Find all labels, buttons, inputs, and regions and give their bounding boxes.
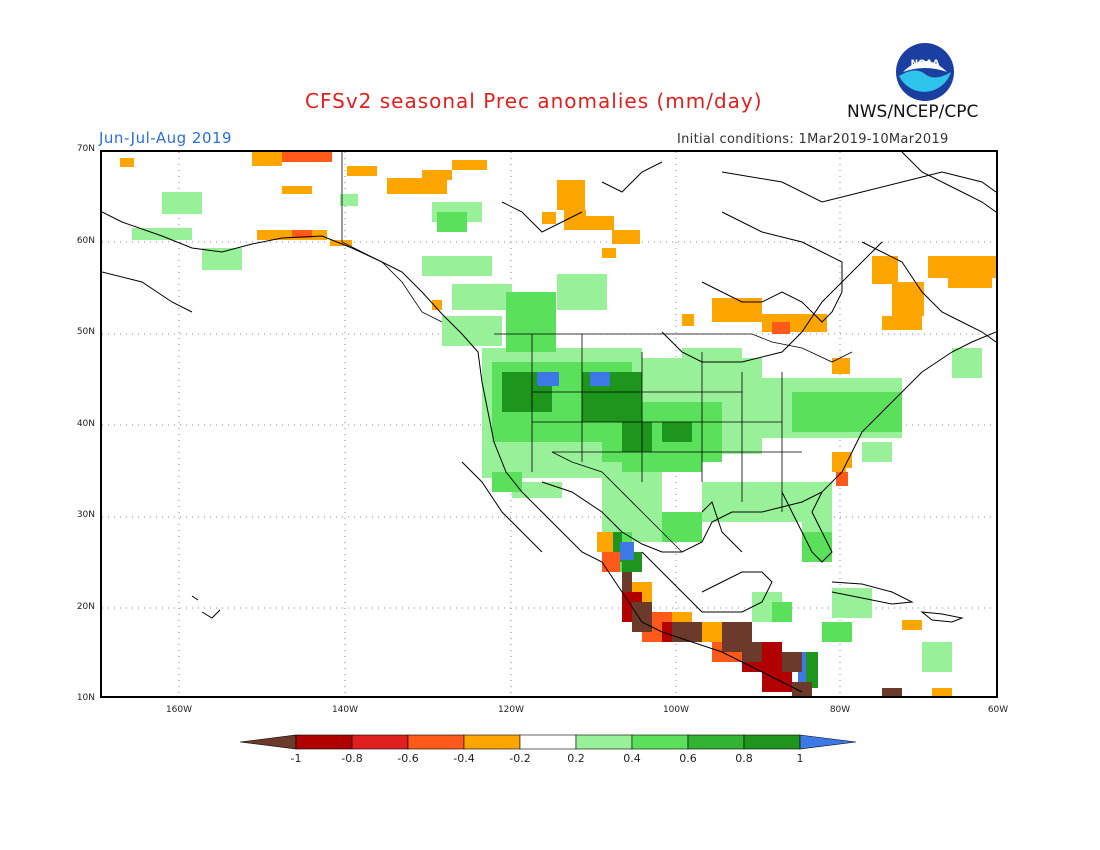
colorbar-segment	[240, 734, 297, 750]
lat-label-30n: 30N	[76, 510, 95, 520]
colorbar-segment	[631, 734, 689, 750]
colorbar-segment	[687, 734, 745, 750]
noaa-logo-text: NOAA	[911, 59, 940, 69]
forecast-period: Jun-Jul-Aug 2019	[99, 129, 233, 147]
colorbar-tick-label: -0.8	[341, 752, 363, 765]
colorbar-tick-label: -0.4	[453, 752, 475, 765]
colorbar-tick-label: 0.4	[623, 752, 641, 765]
lon-label-120w: 120W	[497, 705, 525, 715]
borders	[341, 152, 853, 553]
lon-label-160w: 160W	[165, 705, 193, 715]
lat-label-40n: 40N	[76, 419, 95, 429]
colorbar-segment	[799, 734, 857, 750]
colorbar-segment	[575, 734, 633, 750]
colorbar-tick-label: -0.2	[509, 752, 531, 765]
colorbar-segment	[743, 734, 801, 750]
lon-label-140w: 140W	[331, 705, 359, 715]
map-area	[100, 150, 998, 698]
colorbar-segment	[351, 734, 409, 750]
lon-label-80w: 80W	[829, 705, 851, 715]
dry-cells-extreme	[622, 572, 902, 696]
lat-label-60n: 60N	[76, 236, 95, 246]
agency-label: NWS/NCEP/CPC	[847, 102, 979, 122]
colorbar	[240, 734, 857, 750]
colorbar-tick-label: -1	[290, 752, 302, 765]
colorbar-tick-label: 1	[796, 752, 804, 765]
lat-label-50n: 50N	[76, 327, 95, 337]
colorbar-segment	[463, 734, 521, 750]
lat-label-20n: 20N	[76, 602, 95, 612]
colorbar-segment	[295, 734, 353, 750]
anomaly-field	[120, 152, 998, 696]
coastlines	[101, 151, 997, 693]
colorbar-tick-label: 0.6	[679, 752, 697, 765]
map-canvas	[101, 151, 998, 696]
colorbar-tick-label: 0.8	[735, 752, 753, 765]
map-title: CFSv2 seasonal Prec anomalies (mm/day)	[305, 89, 763, 113]
lon-label-60w: 60W	[987, 705, 1009, 715]
colorbar-tick-label: 0.2	[567, 752, 585, 765]
dry-cells-north	[120, 152, 998, 374]
lat-label-70n: 70N	[76, 144, 95, 154]
lon-label-100w: 100W	[662, 705, 690, 715]
colorbar-segment	[407, 734, 465, 750]
lat-label-10n: 10N	[76, 693, 95, 703]
colorbar-segment	[519, 734, 577, 750]
initial-conditions: Initial conditions: 1Mar2019-10Mar2019	[677, 132, 949, 147]
noaa-logo: NOAA	[896, 43, 954, 101]
colorbar-tick-label: -0.6	[397, 752, 419, 765]
